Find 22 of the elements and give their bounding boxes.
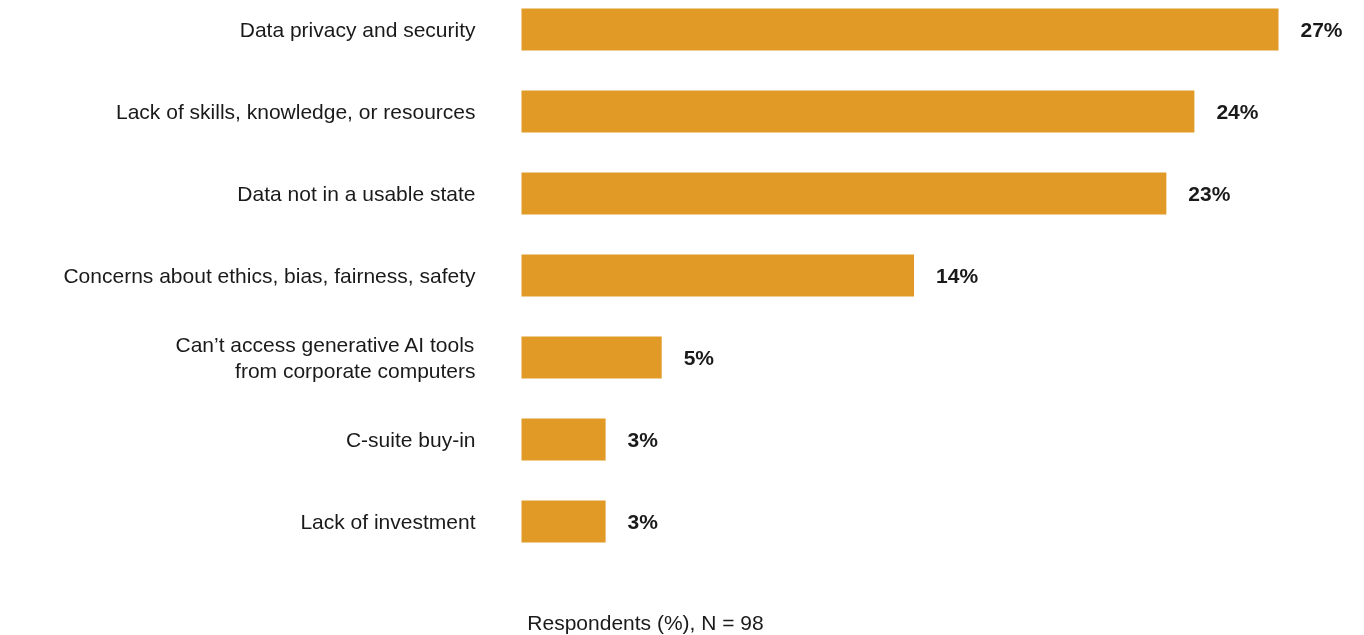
bar [521, 90, 1195, 133]
y-tick-label: Data privacy and security [239, 18, 476, 41]
data-label: 27% [1300, 18, 1343, 41]
bar [521, 500, 606, 543]
y-tick-label: Lack of skills, knowledge, or resources [116, 100, 476, 123]
data-label: 3% [627, 510, 659, 533]
y-tick-label: Lack of investment [300, 510, 476, 533]
y-tick-label: Data not in a usable state [237, 182, 476, 205]
bar [521, 336, 662, 379]
y-tick-label: C-suite buy-in [345, 428, 476, 451]
data-label: 3% [627, 428, 659, 451]
y-tick-label: Can’t access generative AI tools from corporate computers [175, 333, 476, 382]
bar [521, 8, 1279, 51]
bar [521, 418, 606, 461]
data-label: 23% [1188, 182, 1231, 205]
x-axis-title: Respondents (%), N = 98 [527, 611, 764, 634]
data-label: 14% [936, 264, 979, 287]
bar [521, 254, 915, 297]
y-tick-label: Concerns about ethics, bias, fairness, safety [63, 264, 476, 287]
data-label: 24% [1216, 100, 1259, 123]
data-label: 5% [683, 346, 715, 369]
bar [521, 172, 1167, 215]
